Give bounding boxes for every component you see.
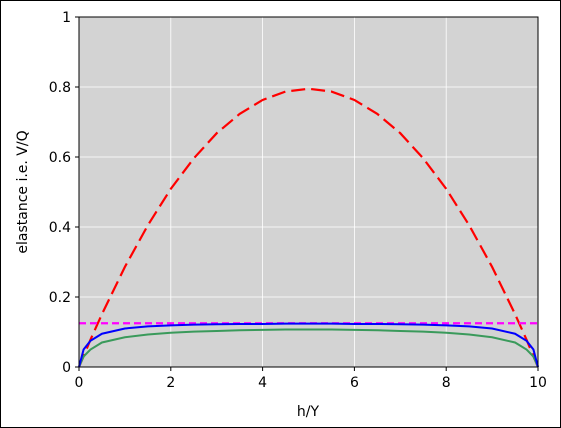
axes-frame [78, 16, 539, 368]
x-axis-label: h/Y [297, 404, 320, 420]
plot-area [79, 17, 538, 367]
series-line [78, 328, 539, 368]
y-tick-label: 0.6 [49, 150, 71, 166]
y-tick-label: 0.2 [49, 290, 71, 306]
x-tick-label: 8 [442, 375, 451, 391]
x-tick-label: 0 [75, 375, 84, 391]
x-tick-label: 10 [529, 375, 547, 391]
x-tick-label: 4 [258, 375, 267, 391]
y-tick-label: 1 [62, 10, 71, 26]
y-axis-label: elastance i.e. V/Q [15, 130, 31, 253]
series-line [77, 87, 540, 368]
y-tick-label: 0.4 [49, 220, 71, 236]
x-tick-label: 2 [166, 375, 175, 391]
y-tick-label: 0 [62, 360, 71, 376]
series-line [78, 322, 539, 368]
x-tick-label: 6 [350, 375, 359, 391]
y-tick-label: 0.8 [49, 80, 71, 96]
